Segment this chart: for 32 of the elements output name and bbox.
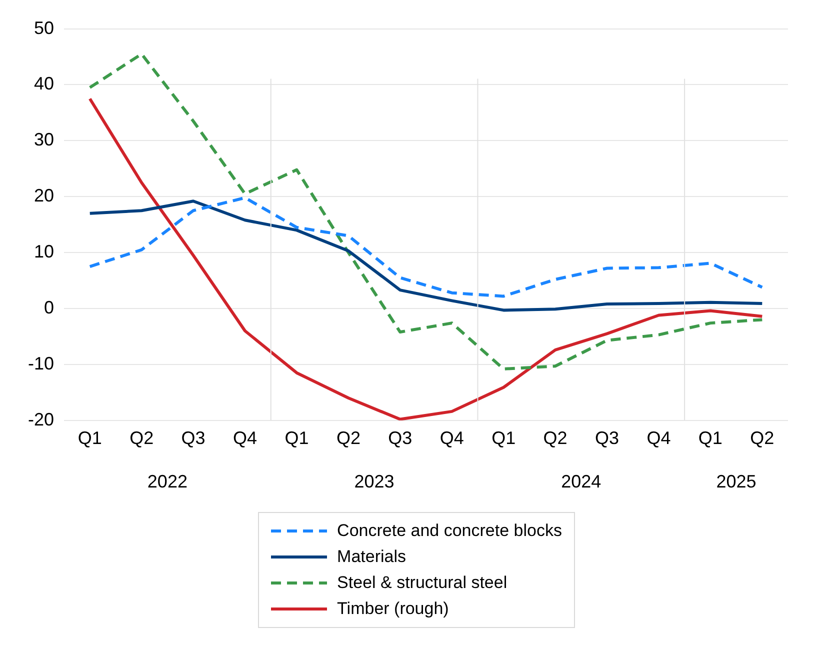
x-tick-label: Q2 <box>130 428 154 448</box>
line-series <box>88 196 764 298</box>
x-tick-label: Q4 <box>440 428 464 448</box>
legend-label: Materials <box>337 547 406 567</box>
text: 2023 <box>354 471 394 492</box>
y-tick-label: 0 <box>44 297 54 318</box>
legend-label: Concrete and concrete blocks <box>337 521 562 541</box>
y-tick-label: 40 <box>34 74 54 94</box>
x-tick-label: Q2 <box>336 428 360 448</box>
legend-label: Steel & structural steel <box>337 573 508 593</box>
legend-label: Timber (rough) <box>337 599 449 619</box>
y-tick-label: -10 <box>28 353 54 374</box>
x-tick-label: Q3 <box>594 428 620 448</box>
text: 2024 <box>561 471 602 492</box>
y-tick-label: 30 <box>34 130 54 150</box>
y-tick-label: 50 <box>34 18 54 38</box>
x-tick-label: Q4 <box>646 428 671 448</box>
x-tick-label: Q1 <box>698 428 722 448</box>
x-tick-label: Q1 <box>284 428 309 448</box>
y-tick-label: 10 <box>34 242 54 262</box>
x-tick-label: Q3 <box>181 428 206 448</box>
x-tick-label: Q1 <box>492 428 516 448</box>
x-tick-label: Q1 <box>78 428 102 448</box>
x-tick-label: Q2 <box>543 428 568 448</box>
line-series <box>88 52 764 370</box>
y-tick-label: 20 <box>34 186 54 206</box>
x-tick-label: Q2 <box>750 428 774 448</box>
text: 2025 <box>716 471 756 492</box>
text: 2022 <box>147 471 188 492</box>
y-tick-label: -20 <box>28 409 54 430</box>
x-tick-label: Q3 <box>388 428 412 448</box>
x-tick-label: Q4 <box>233 428 258 448</box>
